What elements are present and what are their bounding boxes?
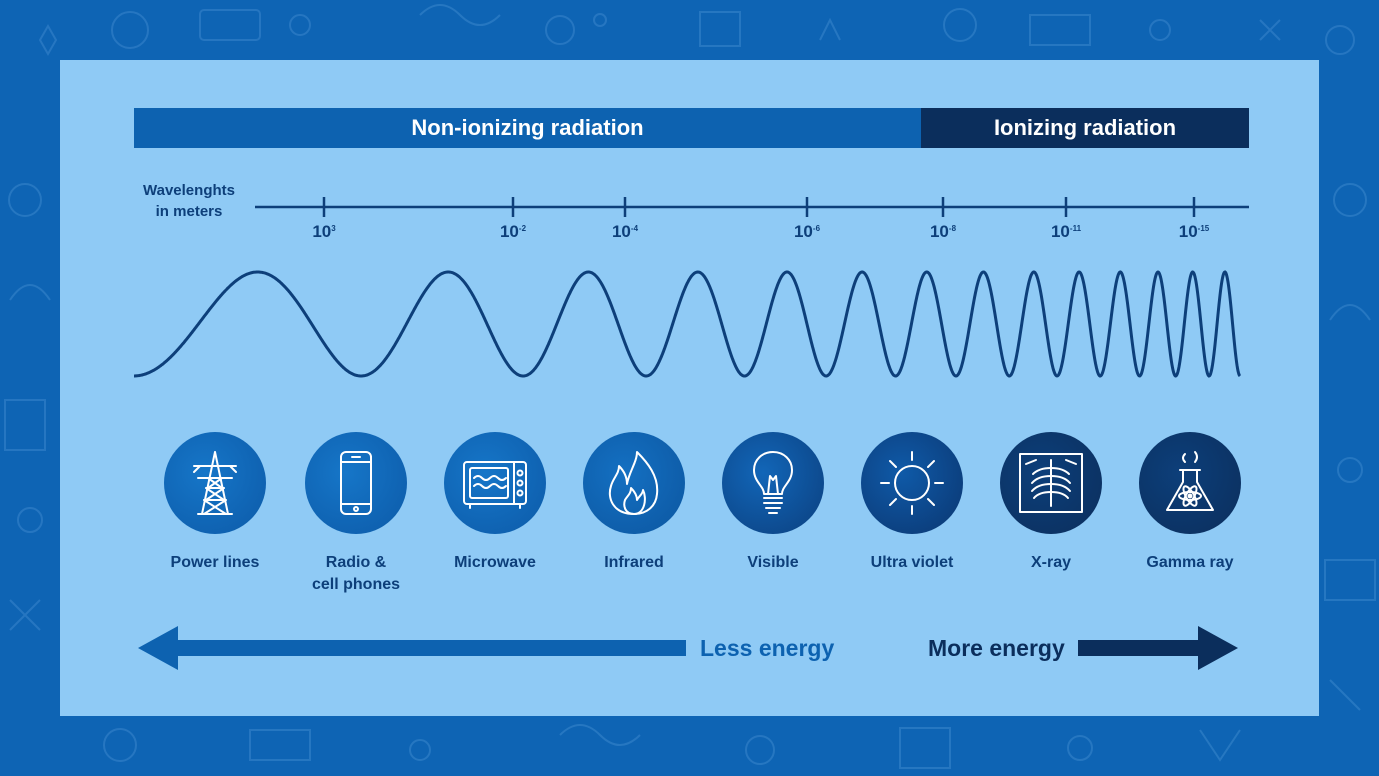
source-x-ray: X-ray — [981, 432, 1121, 574]
source-label: Visible — [747, 554, 799, 571]
source-visible: Visible — [703, 432, 843, 574]
non-ionizing-band: Non-ionizing radiation — [134, 108, 921, 148]
wavelength-axis-label-line2: in meters — [155, 203, 223, 220]
source-radio: Radio & cell phones — [286, 432, 426, 596]
source-label: Microwave — [454, 554, 536, 571]
source-label: Gamma ray — [1146, 554, 1234, 571]
wavelength-axis — [255, 197, 1249, 217]
axis-tick-label: 10-15 — [1178, 222, 1210, 241]
source-label: Infrared — [604, 554, 664, 571]
wavelength-axis-label: Wavelenghts in meters — [134, 180, 244, 222]
light-bulb-icon — [722, 432, 824, 534]
sun-icon — [861, 432, 963, 534]
less-energy-arrow — [138, 626, 686, 670]
axis-tick-label: 10-4 — [611, 222, 639, 241]
cell-phone-icon — [305, 432, 407, 534]
more-energy-label: More energy — [928, 635, 1065, 661]
xray-chest-icon — [1000, 432, 1102, 534]
axis-tick-label: 103 — [312, 222, 336, 241]
flame-icon — [583, 432, 685, 534]
axis-tick-label: 10-2 — [499, 222, 527, 241]
power-tower-icon — [164, 432, 266, 534]
radioactive-flask-icon — [1139, 432, 1241, 534]
microwave-icon — [444, 432, 546, 534]
axis-tick-label: 10-8 — [929, 222, 957, 241]
source-label: Radio & cell phones — [311, 554, 401, 593]
electromagnetic-wave — [134, 270, 1242, 378]
more-energy-arrow — [1078, 626, 1238, 670]
axis-tick-label: 10-6 — [793, 222, 821, 241]
source-label: Power lines — [170, 554, 260, 571]
energy-arrows — [138, 626, 1238, 670]
source-label: Ultra violet — [870, 554, 954, 571]
axis-tick-label: 10-11 — [1050, 222, 1082, 241]
less-energy-label: Less energy — [700, 635, 835, 661]
source-label: X-ray — [1030, 554, 1072, 571]
source-power-lines: Power lines — [145, 432, 285, 574]
wavelength-axis-label-line1: Wavelenghts — [143, 182, 235, 199]
spectrum-panel: Non-ionizing radiation Ionizing radiatio… — [60, 60, 1319, 716]
source-infrared: Infrared — [564, 432, 704, 574]
source-gamma-ray: Gamma ray — [1120, 432, 1260, 574]
source-microwave: Microwave — [425, 432, 565, 574]
source-ultra-violet: Ultra violet — [842, 432, 982, 574]
ionizing-band: Ionizing radiation — [921, 108, 1249, 148]
